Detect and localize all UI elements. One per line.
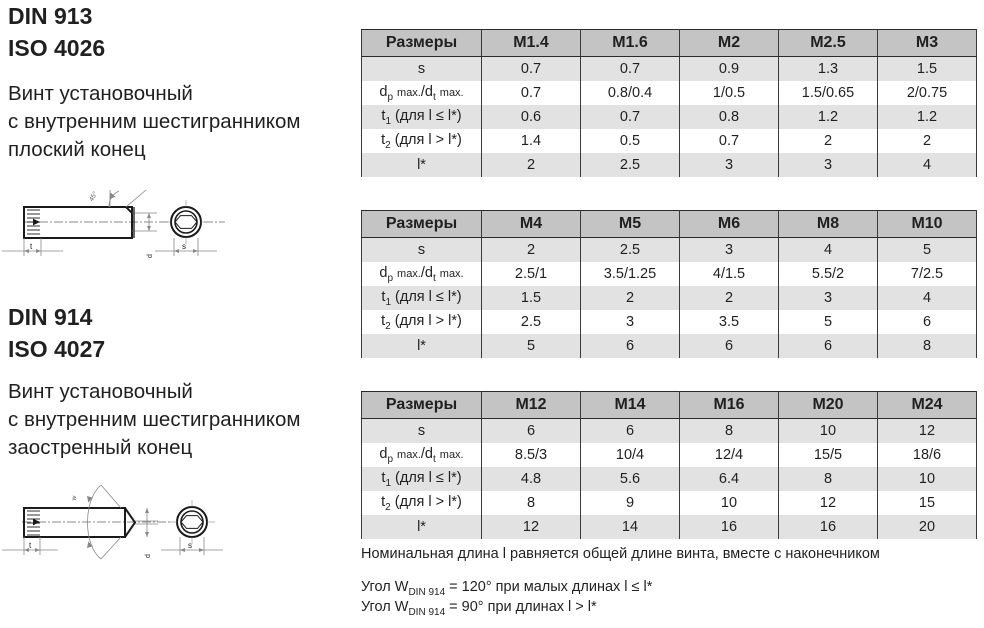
- svg-text:d: d: [145, 554, 152, 558]
- svg-text:s: s: [182, 242, 186, 251]
- svg-text:t: t: [30, 242, 33, 251]
- svg-text:t: t: [29, 541, 32, 550]
- svg-text:d: d: [147, 254, 154, 258]
- svg-text:w: w: [70, 495, 78, 502]
- svg-text:s: s: [188, 541, 192, 550]
- svg-text:45°: 45°: [87, 190, 99, 203]
